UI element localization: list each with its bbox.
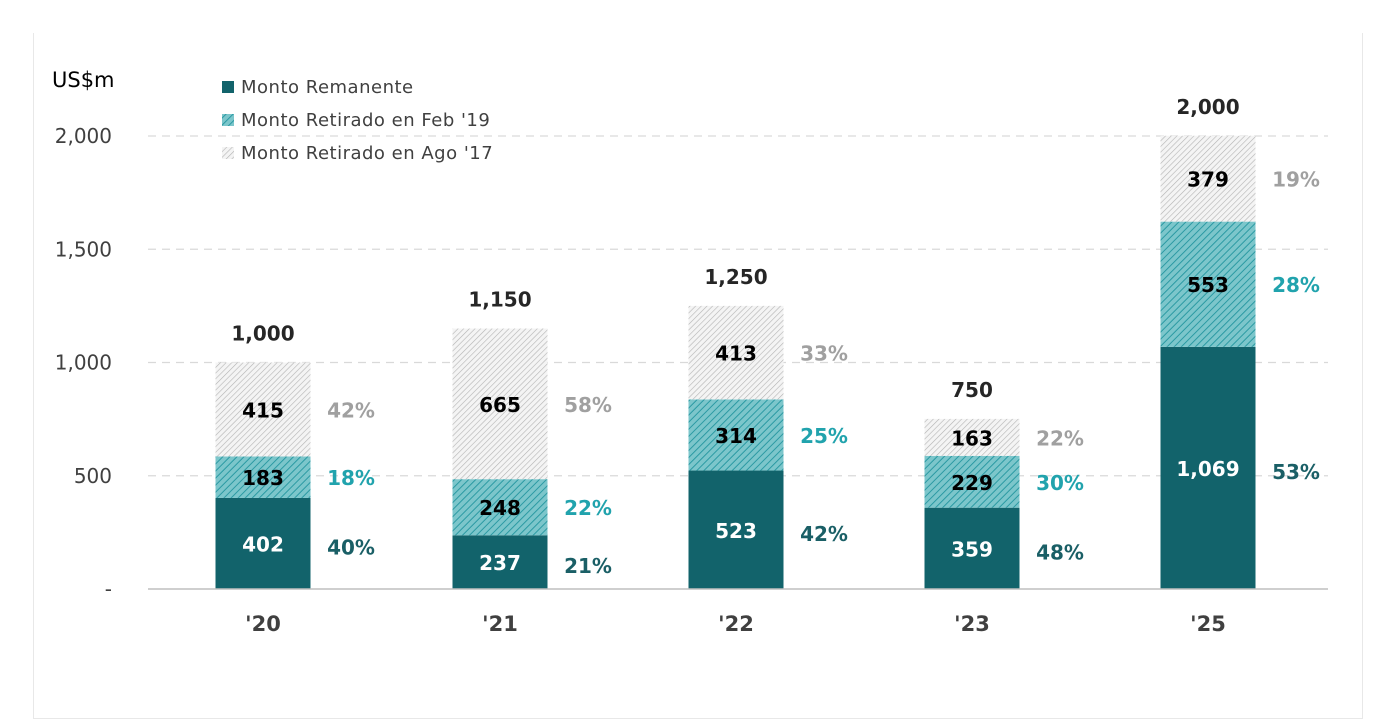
segment-percent-label: 21% [564, 554, 612, 578]
segment-percent-label: 42% [800, 522, 848, 546]
y-tick-label: 500 [74, 464, 112, 488]
segment-percent-label: 22% [564, 496, 612, 520]
segment-value-label: 379 [1187, 168, 1229, 192]
bar-total-label: 1,150 [468, 288, 531, 312]
bar-total-label: 2,000 [1176, 95, 1239, 119]
segment-value-label: 413 [715, 342, 757, 366]
segment-percent-label: 53% [1272, 460, 1320, 484]
legend-label-remanente: Monto Remanente [241, 77, 414, 98]
x-category-label: '20 [245, 612, 281, 636]
segment-percent-label: 48% [1036, 540, 1084, 564]
segment-percent-label: 30% [1036, 471, 1084, 495]
y-tick-label: 1,000 [55, 351, 112, 375]
segment-value-label: 665 [479, 393, 521, 417]
y-tick-label: 1,500 [55, 237, 112, 261]
bar-total-label: 1,000 [231, 322, 294, 346]
segment-value-label: 163 [951, 426, 993, 450]
segment-percent-label: 40% [327, 535, 375, 559]
stacked-bar-chart: - 500 1,000 1,500 2,000 US$m Monto Remanente… [0, 0, 1393, 721]
y-tick-label: - [105, 577, 112, 601]
bar-total-label: 750 [951, 378, 993, 402]
x-category-label: '22 [718, 612, 754, 636]
segment-percent-label: 22% [1036, 426, 1084, 450]
y-tick-label: 2,000 [55, 124, 112, 148]
y-axis-unit-label: US$m [52, 68, 115, 92]
x-category-label: '25 [1190, 612, 1226, 636]
legend-label-ago17: Monto Retirado en Ago '17 [241, 143, 493, 164]
segment-value-label: 359 [951, 537, 993, 561]
segment-value-label: 1,069 [1176, 457, 1239, 481]
legend: Monto Remanente Monto Retirado en Feb '1… [222, 77, 493, 164]
segment-percent-label: 25% [800, 424, 848, 448]
legend-swatch-ago17 [222, 147, 234, 159]
segment-value-label: 183 [242, 466, 284, 490]
segment-percent-label: 42% [327, 398, 375, 422]
segment-value-label: 229 [951, 471, 993, 495]
segment-percent-label: 58% [564, 393, 612, 417]
segment-value-label: 415 [242, 398, 284, 422]
legend-label-feb19: Monto Retirado en Feb '19 [241, 110, 490, 131]
x-category-label: '23 [954, 612, 990, 636]
bar-total-label: 1,250 [704, 265, 767, 289]
segment-percent-label: 33% [800, 342, 848, 366]
segment-value-label: 314 [715, 424, 757, 448]
legend-swatch-feb19 [222, 114, 234, 126]
segment-value-label: 402 [242, 532, 284, 556]
segment-percent-label: 28% [1272, 273, 1320, 297]
segment-value-label: 553 [1187, 273, 1229, 297]
segment-value-label: 248 [479, 496, 521, 520]
segment-percent-label: 19% [1272, 168, 1320, 192]
legend-swatch-remanente [222, 81, 234, 93]
segment-percent-label: 18% [327, 466, 375, 490]
segment-value-label: 237 [479, 551, 521, 575]
x-category-label: '21 [482, 612, 518, 636]
y-axis-ticks: - 500 1,000 1,500 2,000 [55, 124, 112, 601]
segment-value-label: 523 [715, 519, 757, 543]
